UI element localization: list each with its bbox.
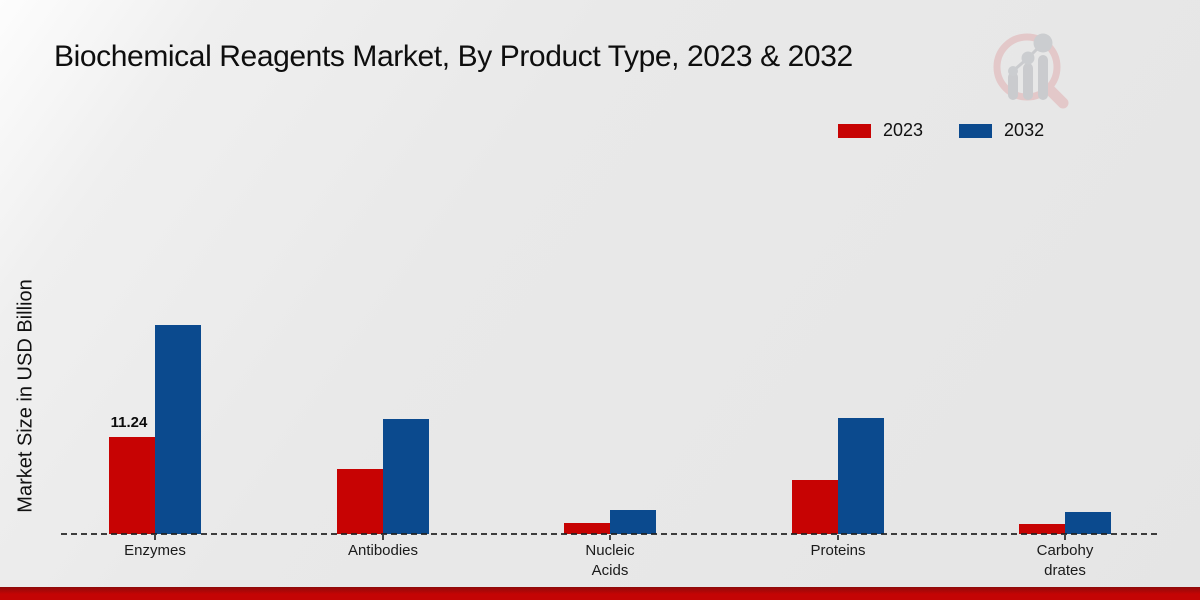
x-axis-tick [837, 535, 839, 540]
bar-2023-proteins [792, 480, 838, 534]
legend-item-2032: 2032 [959, 120, 1044, 141]
bar-2023-enzymes [109, 437, 155, 534]
bar-2023-nucleic-acids [564, 523, 610, 534]
legend: 2023 2032 [838, 120, 1044, 141]
bar-2032-enzymes [155, 325, 201, 534]
x-axis-category-label: Enzymes [124, 542, 186, 559]
bar-2032-carbohydrates [1065, 512, 1111, 534]
legend-swatch-2032 [959, 123, 993, 138]
bar-2023-antibodies [337, 469, 383, 534]
legend-label-2032: 2032 [1004, 120, 1045, 140]
legend-swatch-2023 [838, 123, 871, 138]
market-research-future-logo-icon [993, 33, 1069, 109]
x-axis-tick [154, 535, 156, 540]
x-axis-category-label: Antibodies [347, 542, 419, 559]
bar-2032-nucleic-acids [610, 510, 656, 534]
x-axis-baseline [61, 533, 1157, 535]
x-axis-tick [382, 535, 384, 540]
x-axis-category-label: Proteins [810, 542, 866, 559]
legend-label-2023: 2023 [883, 120, 924, 140]
chart-title: Biochemical Reagents Market, By Product … [54, 40, 853, 73]
bar-value-label: 11.24 [110, 414, 148, 431]
x-axis-tick [1064, 535, 1066, 540]
y-axis-label: Market Size in USD Billion [14, 279, 37, 513]
footer-bar [0, 587, 1200, 600]
bar-2032-antibodies [383, 419, 429, 534]
x-axis-category-label: Nucleic Acids [585, 542, 635, 579]
bar-2023-carbohydrates [1019, 524, 1065, 534]
bar-2032-proteins [838, 418, 884, 534]
legend-item-2023: 2023 [838, 120, 923, 141]
x-axis-tick [609, 535, 611, 540]
x-axis-category-label: Carbohy drates [1036, 542, 1094, 579]
